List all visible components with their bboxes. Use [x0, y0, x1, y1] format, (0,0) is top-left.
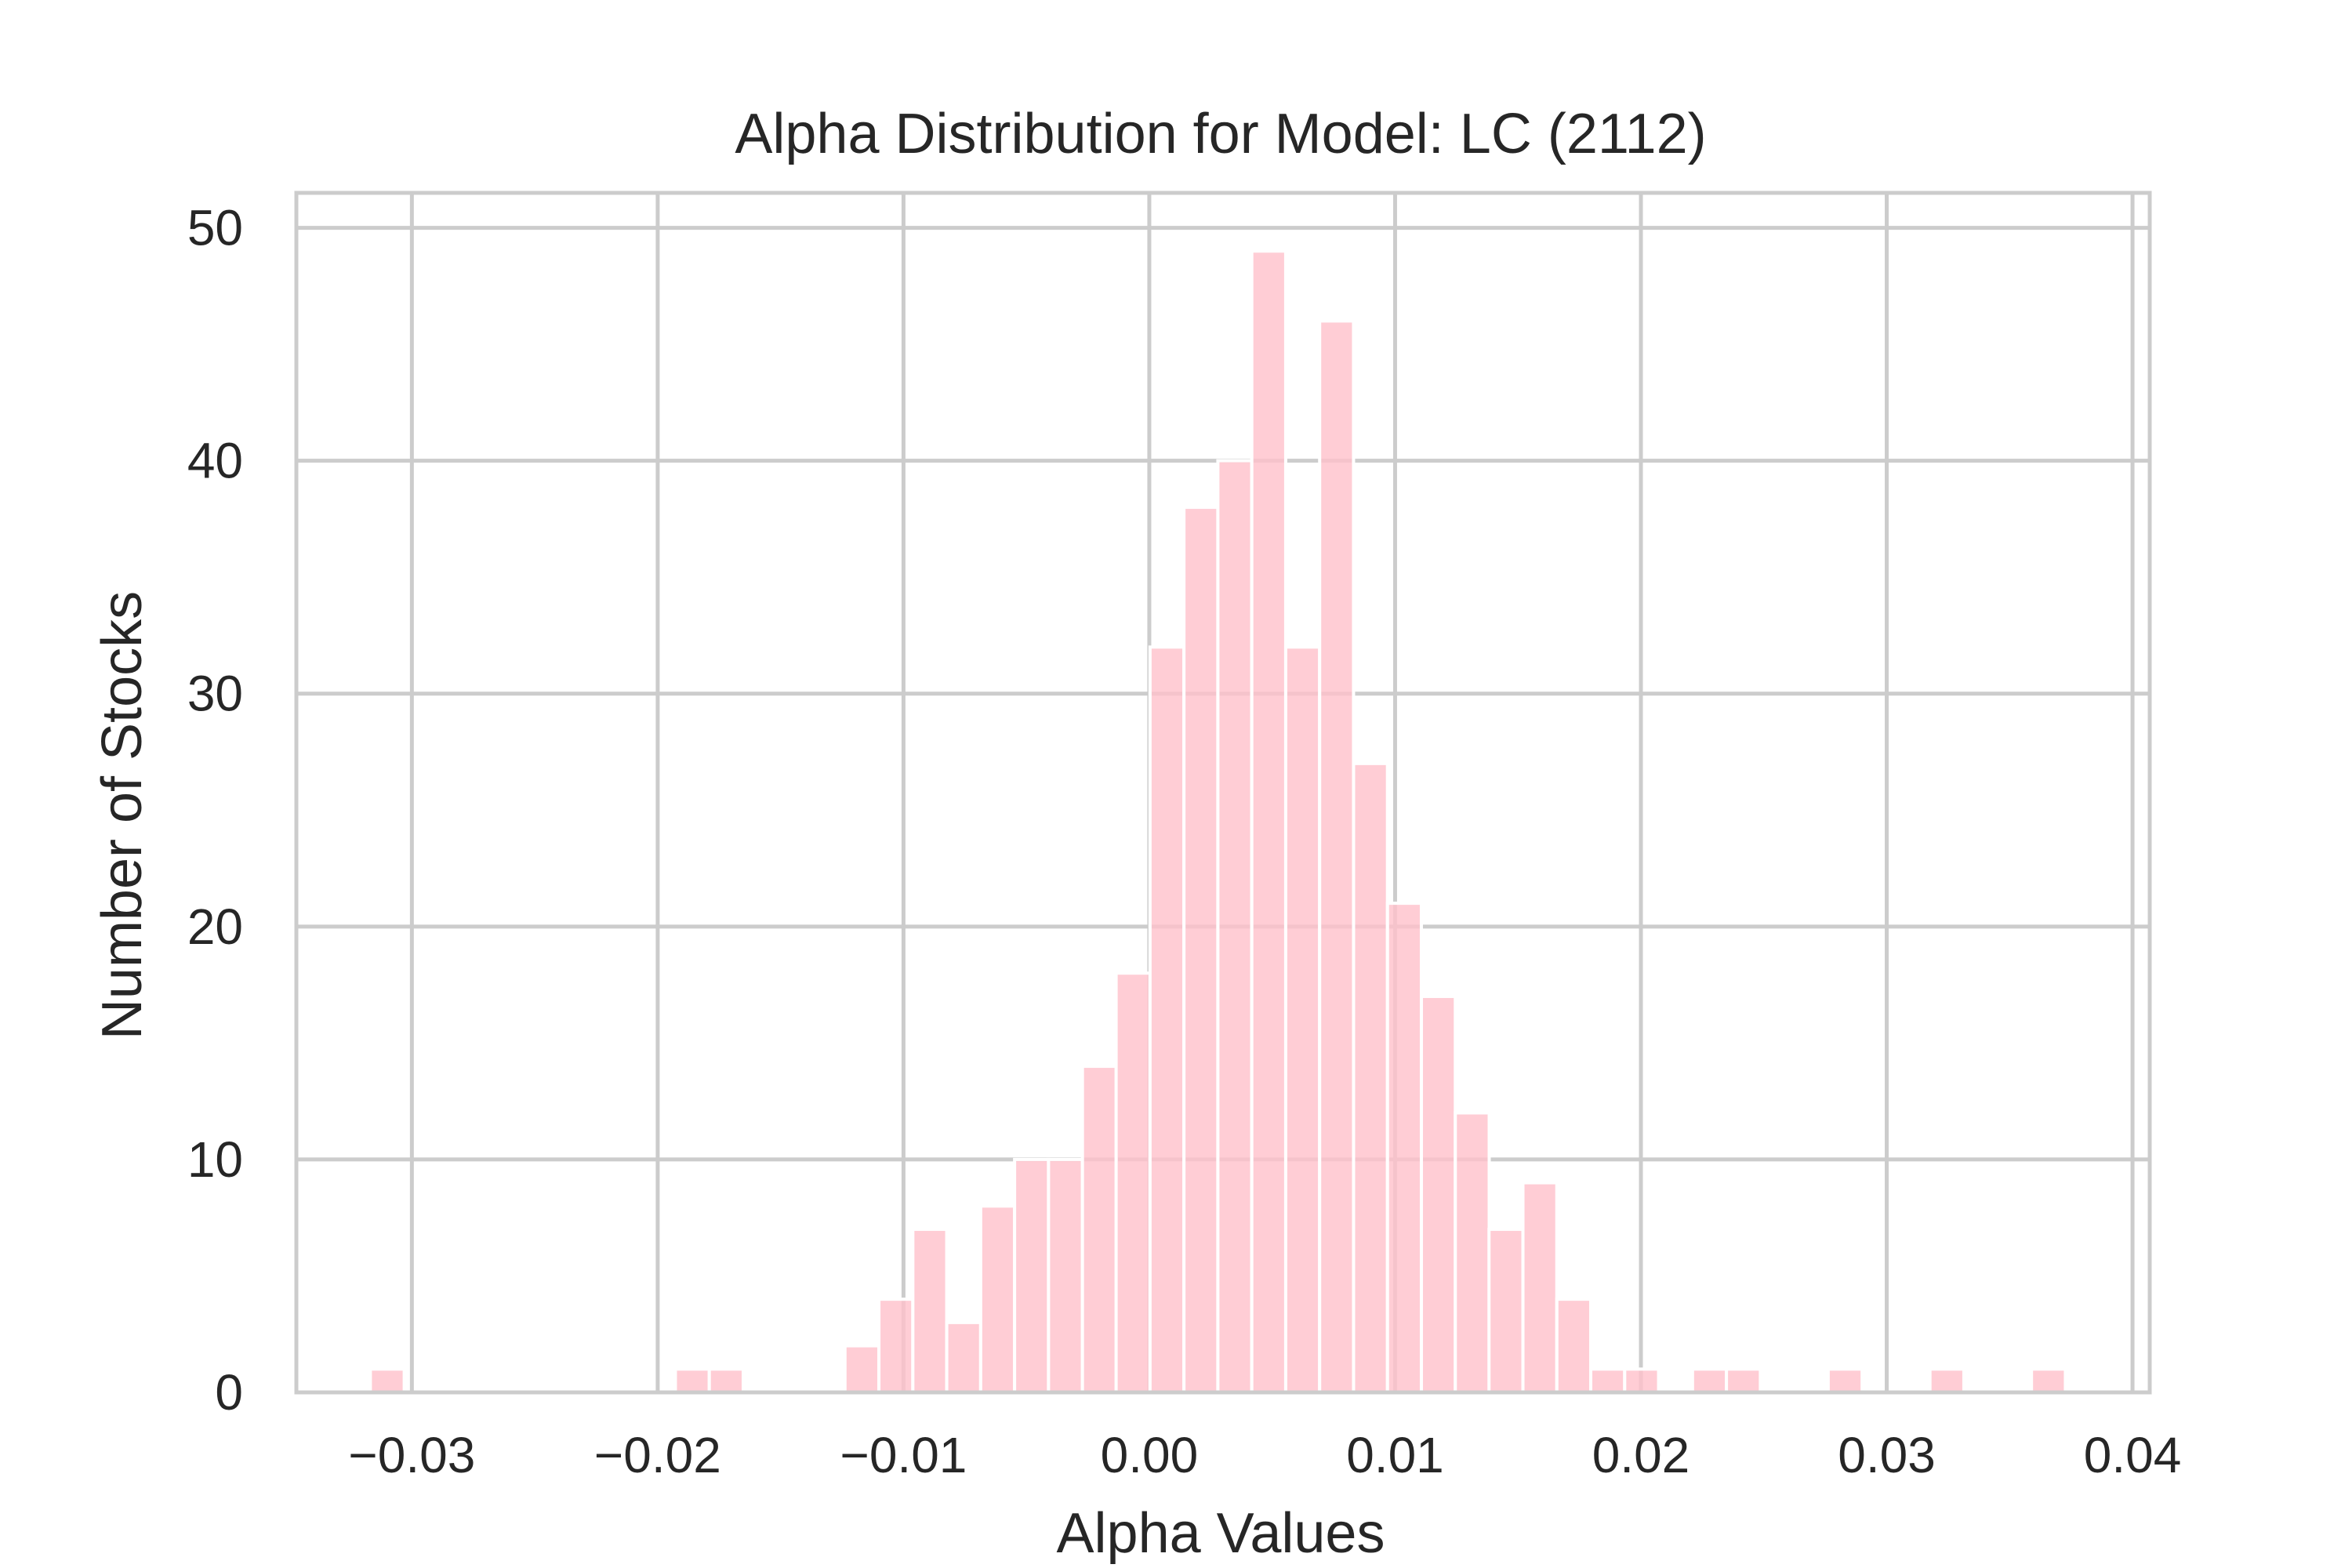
histogram-bar: [1420, 994, 1457, 1394]
histogram-bar: [1454, 1111, 1491, 1394]
histogram-bar: [1283, 645, 1322, 1394]
x-axis-ticks: −0.03 −0.02 −0.01 0.00 0.01 0.02 0.03 0.04: [348, 1427, 2181, 1483]
x-tick-label: 0.03: [1838, 1427, 1936, 1483]
y-axis-ticks: 0 10 20 30 40 50: [187, 200, 243, 1421]
histogram-bar: [2030, 1367, 2067, 1394]
x-tick-label: 0.02: [1592, 1427, 1690, 1483]
histogram-bar: [1521, 1181, 1559, 1394]
y-tick-label: 0: [215, 1364, 243, 1421]
histogram-bar: [1690, 1367, 1729, 1394]
histogram-bar: [1352, 761, 1389, 1394]
histogram-bar: [978, 1204, 1017, 1394]
histogram-bar: [1555, 1298, 1593, 1394]
histogram-bar: [1385, 902, 1423, 1394]
histogram-bar: [1114, 971, 1152, 1394]
x-tick-label: −0.02: [594, 1427, 721, 1483]
y-axis-label: Number of Stocks: [91, 591, 154, 1040]
y-tick-label: 20: [187, 898, 243, 955]
histogram-bar: [1725, 1367, 1762, 1394]
y-tick-label: 40: [187, 433, 243, 489]
x-tick-label: 0.04: [2084, 1427, 2182, 1483]
histogram-bar: [1623, 1367, 1661, 1394]
histogram-bar: [1318, 319, 1356, 1394]
plot-frame: [294, 191, 2152, 1395]
y-tick-label: 10: [187, 1131, 243, 1188]
histogram-bar: [673, 1367, 711, 1394]
x-tick-label: 0.00: [1101, 1427, 1199, 1483]
y-tick-label: 50: [187, 200, 243, 256]
y-tick-label: 30: [187, 666, 243, 722]
histogram-bar: [1182, 506, 1220, 1394]
x-tick-label: −0.03: [348, 1427, 475, 1483]
histogram-bar: [877, 1298, 915, 1394]
histogram-bar: [1589, 1367, 1627, 1394]
x-tick-label: −0.01: [840, 1427, 967, 1483]
histogram-bar: [1047, 1157, 1084, 1394]
histogram-bar: [1928, 1367, 1965, 1394]
histogram-bar: [843, 1344, 881, 1394]
histogram-bar: [1487, 1228, 1525, 1394]
histogram-bar: [945, 1320, 982, 1394]
histogram-bar: [1826, 1367, 1864, 1394]
histogram-bar: [1080, 1065, 1118, 1394]
x-axis-label: Alpha Values: [1057, 1502, 1385, 1565]
histogram-bar: [368, 1367, 406, 1394]
histogram-bar: [707, 1367, 745, 1394]
chart-title: Alpha Distribution for Model: LC (2112): [735, 103, 1706, 165]
histogram-bar: [911, 1228, 949, 1394]
x-tick-label: 0.01: [1346, 1427, 1444, 1483]
histogram-bar: [1148, 645, 1186, 1394]
histogram-bar: [1216, 459, 1254, 1394]
histogram-bar: [1013, 1157, 1051, 1394]
histogram-bar: [1250, 249, 1287, 1394]
histogram-bars: [368, 249, 2067, 1394]
